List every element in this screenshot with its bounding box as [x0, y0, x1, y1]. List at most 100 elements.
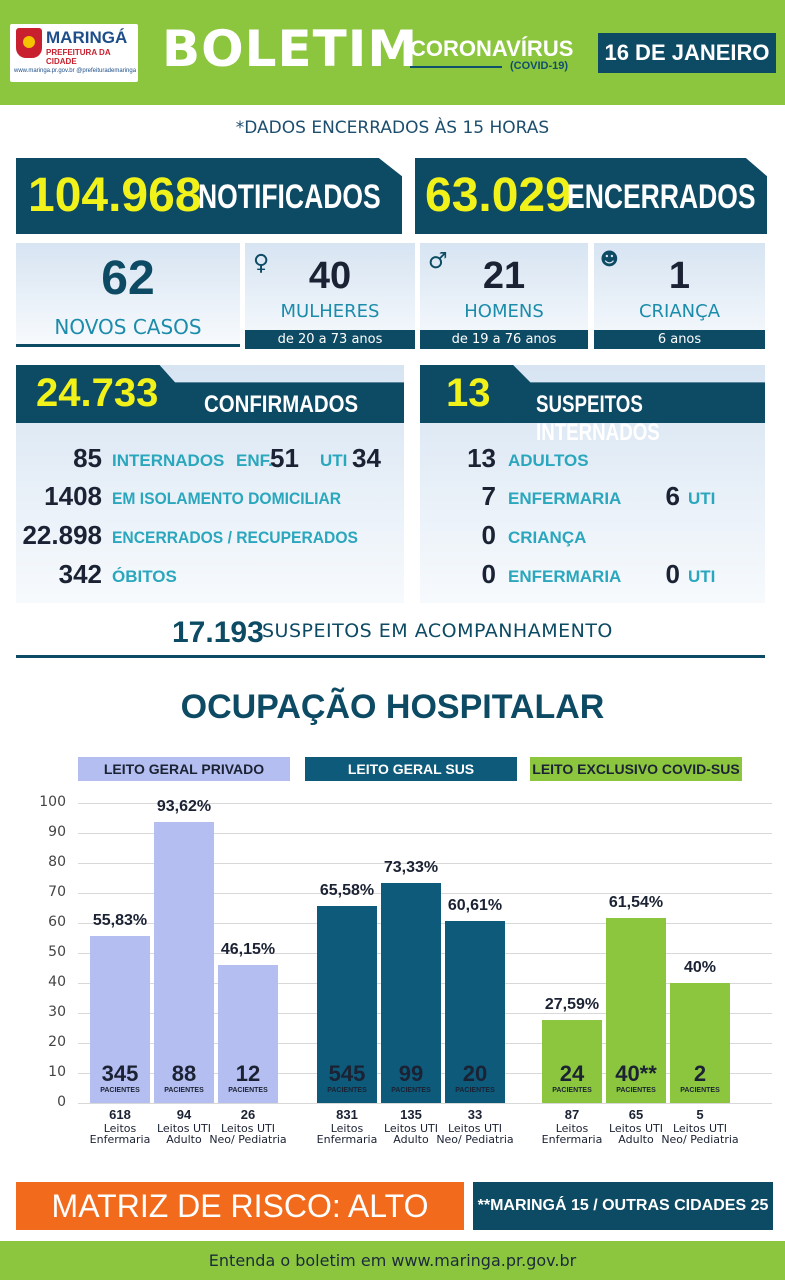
notified-value: 104.968 [28, 169, 202, 222]
notified-banner: 104.968 NOTIFICADOS [16, 158, 402, 234]
bed-count: 135 [400, 1107, 422, 1122]
women-label: MULHERES [280, 301, 380, 322]
icu-cities-note: **MARINGÁ 15 / OUTRAS CIDADES 25 [473, 1182, 773, 1230]
children-age: 6 anos [594, 330, 765, 349]
men-value: 21 [482, 255, 526, 297]
bed-type-label: Leitos Enfermaria [316, 1122, 378, 1146]
hospital-occupancy-chart: 100 90 80 70 60 50 40 30 20 10 0 LEITO GERAL PRIVAD… [0, 755, 785, 1175]
y-tick-label: 70 [48, 884, 66, 900]
monitoring-label: SUSPEITOS EM ACOMPANHAMENTO [262, 620, 613, 642]
man-icon: ♂ [428, 249, 448, 274]
bed-count: 5 [696, 1107, 704, 1122]
recovered-label: ENCERRADOS / RECUPERADOS [112, 528, 358, 547]
bed-type-label: Leitos UTI Adulto [156, 1122, 212, 1146]
closed-value: 63.029 [425, 169, 572, 222]
patients-count: 40** [615, 1061, 657, 1086]
occupancy-bar [218, 964, 278, 1103]
patients-count: 88 [171, 1061, 197, 1086]
recovered-count: 22.898 [22, 520, 102, 550]
y-tick-label: 20 [48, 1034, 66, 1050]
city-crest-icon [16, 28, 42, 58]
bed-type-label: Leitos UTI Adulto [383, 1122, 439, 1146]
percent-label: 93,62% [156, 798, 212, 816]
patients-count: 20 [462, 1061, 488, 1086]
patients-count: 2 [693, 1061, 707, 1086]
baby-icon: ☻ [600, 249, 619, 270]
woman-icon: ♀ [253, 251, 270, 276]
deaths-label: ÓBITOS [112, 567, 177, 586]
occupancy-bar [381, 883, 441, 1103]
bed-count: 33 [467, 1107, 483, 1122]
header-band: MARINGÁ PREFEITURA DA CIDADE www.maringa… [0, 0, 785, 105]
ward-label: ENF. [236, 451, 273, 470]
footer-website[interactable]: Entenda o boletim em www.maringa.pr.gov.… [0, 1241, 785, 1280]
y-tick-label: 30 [48, 1004, 66, 1020]
bed-type-label: Leitos Enfermaria [541, 1122, 603, 1146]
percent-label: 27,59% [544, 996, 600, 1014]
logo-links: www.maringa.pr.gov.br @prefeiturademarin… [14, 68, 137, 74]
city-logo[interactable]: MARINGÁ PREFEITURA DA CIDADE www.maringa… [10, 24, 138, 82]
patients-label: PACIENTES [164, 1087, 204, 1094]
closed-banner: 63.029 ENCERRADOS [415, 158, 767, 234]
bulletin-title: BOLETIM [162, 20, 419, 78]
icu-count: 34 [352, 443, 381, 473]
category-header: LEITO GERAL PRIVADO [78, 757, 290, 781]
y-tick-label: 100 [39, 794, 66, 810]
home-isolation-label: EM ISOLAMENTO DOMICILIAR [112, 489, 342, 508]
suspect-adults-count: 13 [467, 443, 496, 473]
patients-count: 12 [235, 1061, 261, 1086]
logo-subtitle: PREFEITURA DA CIDADE [46, 48, 111, 66]
y-tick-label: 90 [48, 824, 66, 840]
occupancy-bar [445, 921, 505, 1103]
percent-label: 55,83% [92, 911, 148, 929]
y-tick-label: 0 [57, 1094, 66, 1110]
gridline [78, 803, 772, 804]
children-value: 1 [668, 255, 691, 297]
gridline [78, 863, 772, 864]
percent-label: 65,58% [319, 882, 375, 900]
women-box: ♀ 40 MULHERES de 20 a 73 anos [245, 243, 415, 349]
suspect-adult-ward-label: ENFERMARIA [508, 489, 622, 508]
divider [16, 655, 765, 658]
patients-label: PACIENTES [616, 1087, 656, 1094]
confirmed-label: CONFIRMADOS [204, 391, 359, 418]
closed-label: ENCERRADOS [567, 178, 756, 216]
suspects-panel: 13 SUSPEITOS INTERNADOS 13 ADULTOS 7 ENF… [420, 365, 765, 603]
percent-label: 46,15% [220, 940, 276, 958]
risk-matrix-banner: MATRIZ DE RISCO: ALTO [16, 1182, 464, 1230]
occupancy-bar [670, 983, 730, 1103]
bed-type-label: Leitos UTI Neo/ Pediatria [209, 1122, 287, 1146]
new-cases-box: 62 NOVOS CASOS [16, 243, 240, 347]
y-tick-label: 40 [48, 974, 66, 990]
patients-label: PACIENTES [100, 1087, 140, 1094]
confirmed-value: 24.733 [36, 371, 159, 415]
hospital-section-title: OCUPAÇÃO HOSPITALAR [180, 688, 605, 726]
bed-count: 87 [564, 1107, 580, 1122]
children-label: CRIANÇA [638, 301, 721, 322]
children-box: ☻ 1 CRIANÇA 6 anos [594, 243, 765, 349]
bulletin-date: 16 DE JANEIRO [598, 33, 776, 73]
bed-type-label: Leitos UTI Neo/ Pediatria [661, 1122, 739, 1146]
bed-count: 65 [628, 1107, 644, 1122]
deaths-count: 342 [58, 559, 102, 589]
new-cases-label: NOVOS CASOS [54, 315, 202, 339]
suspect-child-ward-count: 0 [481, 559, 496, 589]
bed-type-label: Leitos Enfermaria [89, 1122, 151, 1146]
category-header: LEITO GERAL SUS [305, 757, 517, 781]
women-value: 40 [308, 255, 352, 297]
suspect-adult-icu-count: 6 [665, 481, 680, 511]
y-tick-label: 60 [48, 914, 66, 930]
occupancy-bar [317, 906, 377, 1103]
monitoring-value: 17.193 [172, 616, 264, 649]
icu-label: UTI [320, 451, 348, 470]
home-isolation-count: 1408 [44, 481, 102, 511]
percent-label: 60,61% [447, 897, 503, 915]
bed-type-label: Leitos UTI Neo/ Pediatria [436, 1122, 514, 1146]
suspect-adults-label: ADULTOS [508, 451, 589, 470]
patients-label: PACIENTES [391, 1087, 431, 1094]
covid-label: (COVID-19) [510, 60, 569, 72]
hospitalized-count: 85 [73, 443, 102, 473]
men-age-range: de 19 a 76 anos [420, 330, 588, 349]
logo-city-name: MARINGÁ [46, 28, 128, 47]
occupancy-bar [154, 822, 214, 1103]
